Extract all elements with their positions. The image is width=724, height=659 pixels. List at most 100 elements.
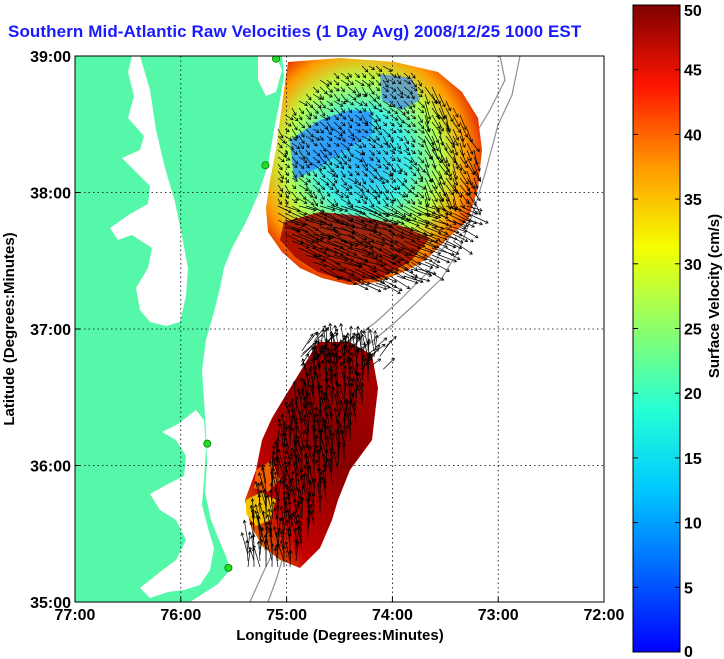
colorbar-ticks: 0 5 10 15 20 25 30 35 40 45 50 [633,3,702,659]
vector-arrow [375,198,381,205]
vector-arrow [326,135,333,141]
vector-arrow [298,142,305,150]
station-marker [224,563,233,572]
vector-arrow [354,369,363,394]
vector-arrow [284,191,289,200]
vector-arrow [280,517,285,538]
vector-arrow [382,135,389,146]
vector-arrow [431,261,450,272]
vector-arrow [403,142,409,152]
vector-arrow [312,86,320,93]
vector-arrow [347,114,354,122]
vector-arrow [382,142,391,148]
vector-arrow [410,149,416,155]
vector-arrow [346,382,351,400]
vector-arrow [298,100,308,107]
vector-arrow [452,135,459,147]
vector-arrow [368,65,375,70]
vector-arrow [354,156,364,163]
vector-arrow [271,450,276,472]
x-tick-label: 74:00 [372,607,413,624]
vector-arrow [424,254,441,264]
vector-arrow [361,219,379,227]
colorbar: 0 5 10 15 20 25 30 35 40 45 50 Surface Velocity (c… [632,3,723,659]
vector-arrow [370,358,382,367]
vector-arrow [382,212,405,221]
vector-arrow [277,163,283,171]
vector-arrow [396,86,404,95]
vector-arrow [396,93,404,99]
vector-arrow [368,114,378,123]
vector-arrow [445,156,451,168]
vector-arrow [347,142,354,146]
vector-arrow [396,261,414,273]
vector-arrow [361,135,372,142]
vector-arrow [333,100,344,107]
vector-arrow [354,240,374,249]
vector-arrow [326,93,333,98]
colorbar-tick-label: 50 [684,3,702,20]
vector-arrow [317,429,327,454]
vector-arrow [299,468,304,490]
vector-arrow [452,219,467,229]
vector-arrow [410,135,416,143]
vector-arrow [368,226,383,235]
vector-arrow [389,163,396,173]
vector-arrow [305,100,314,109]
vector-arrow [277,184,284,192]
vector-arrow [308,491,315,508]
vector-arrow [333,142,340,147]
vector-arrow [417,135,426,143]
vector-arrow [431,177,438,190]
vector-arrow [310,375,315,394]
vector-arrow [459,226,479,239]
vector-arrow [305,128,314,138]
vector-arrow [382,65,393,72]
vector-arrow [375,149,381,155]
vector-arrow [339,322,345,346]
vector-arrow [319,107,326,117]
vector-arrow [431,191,438,203]
vector-arrow [366,326,371,352]
vector-arrow [347,86,357,94]
vector-arrow [361,149,366,156]
vector-arrow [368,198,375,208]
vector-arrow [350,392,357,412]
vector-arrow [445,170,452,181]
vector-arrow [348,420,353,442]
vector-arrow [389,107,399,115]
vector-arrow [303,404,309,424]
vector-arrow [297,391,303,412]
vector-arrow [319,128,324,134]
vector-arrow [410,226,428,237]
vector-arrow [361,170,368,177]
vector-arrow [459,233,474,243]
vector-arrow [347,170,353,177]
vector-arrow [361,198,367,205]
vector-arrow [339,352,354,365]
vector-arrow [466,205,483,212]
vector-arrow [417,177,424,183]
vector-arrow [347,261,363,268]
vector-arrow [396,275,419,285]
vector-arrow [282,495,291,520]
vector-arrow [396,79,402,85]
vector-arrow [459,163,467,175]
vector-arrow [284,156,291,161]
vector-arrow [424,121,431,133]
vector-arrow [305,198,315,206]
vector-arrow [438,107,445,121]
vector-arrow [326,156,333,166]
vector-arrow [438,198,449,216]
vector-arrow [324,392,333,412]
vector-arrow [271,475,279,496]
vector-arrow [403,219,420,227]
vector-arrow [305,233,323,242]
vector-arrow [340,107,346,114]
vector-arrow [305,149,310,156]
vector-arrow [306,400,315,424]
vector-arrow [382,86,390,93]
vector-arrow [275,515,280,532]
colorbar-tick-label: 35 [684,192,702,209]
